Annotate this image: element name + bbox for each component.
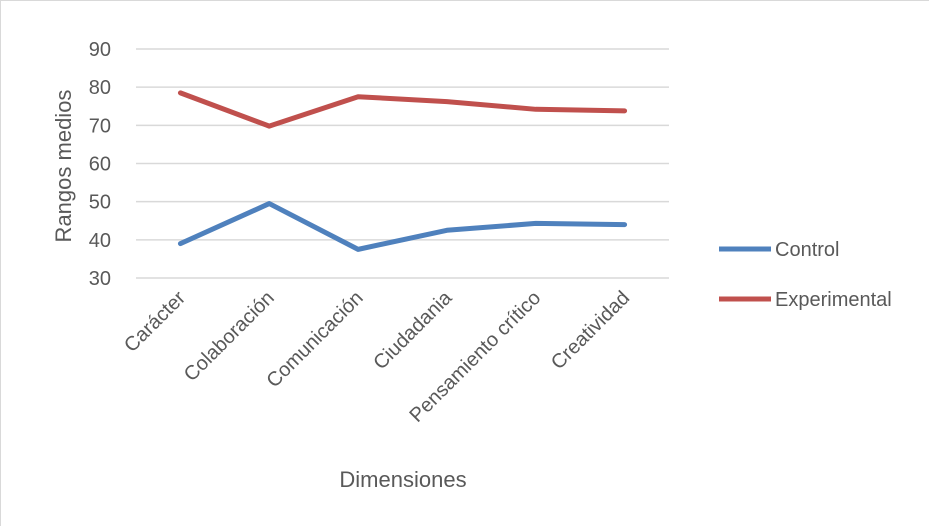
series-line-experimental bbox=[177, 90, 628, 129]
y-tick-label: 50 bbox=[89, 192, 111, 214]
x-tick-label: Carácter bbox=[120, 287, 190, 357]
y-tick-label: 90 bbox=[89, 39, 111, 61]
legend: Control Experimental bbox=[719, 239, 892, 311]
y-tick-label: 70 bbox=[89, 115, 111, 137]
y-tick-label: 80 bbox=[89, 77, 111, 99]
x-axis-label: Dimensiones bbox=[339, 467, 466, 492]
legend-label-experimental: Experimental bbox=[775, 289, 892, 311]
gridlines bbox=[136, 48, 669, 279]
x-tick-label: Colaboración bbox=[180, 287, 279, 386]
series-line-control bbox=[177, 201, 628, 252]
y-tick-label: 40 bbox=[89, 230, 111, 252]
series-lines bbox=[177, 90, 628, 252]
y-tick-labels: 30 40 50 60 70 80 90 bbox=[89, 39, 111, 290]
x-tick-label: Creatividad bbox=[547, 287, 634, 374]
legend-label-control: Control bbox=[775, 239, 839, 261]
y-tick-label: 30 bbox=[89, 268, 111, 290]
y-axis-label: Rangos medios bbox=[51, 90, 76, 243]
x-tick-label: Ciudadania bbox=[369, 286, 457, 374]
y-tick-label: 60 bbox=[89, 154, 111, 176]
